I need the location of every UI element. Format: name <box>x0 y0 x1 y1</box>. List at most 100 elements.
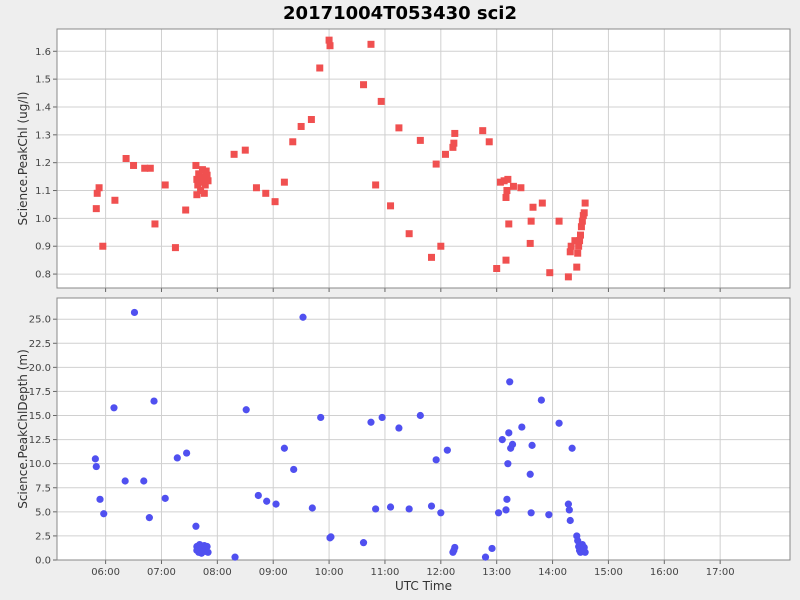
data-point <box>432 456 440 464</box>
data-point <box>92 205 100 213</box>
data-point <box>451 543 459 552</box>
data-point <box>141 164 149 172</box>
data-point <box>359 539 368 547</box>
data-point <box>387 202 395 210</box>
data-point <box>529 203 537 211</box>
data-point <box>289 138 297 146</box>
data-point <box>555 419 563 427</box>
data-point <box>505 220 513 228</box>
data-point <box>481 553 490 561</box>
data-point <box>161 181 169 189</box>
data-point <box>503 495 511 503</box>
y-tick-label: 1.4 <box>35 102 51 113</box>
data-point <box>297 122 305 130</box>
data-point <box>509 182 517 190</box>
data-point <box>518 423 526 431</box>
data-point <box>537 396 545 404</box>
data-point <box>504 175 512 183</box>
data-point <box>571 237 579 245</box>
data-point <box>272 500 280 508</box>
y-tick-label: 1.3 <box>35 130 51 141</box>
data-point <box>502 506 510 514</box>
data-point <box>378 413 386 422</box>
y-axis-label: Science.PeakChlDepth (m) <box>16 349 30 509</box>
plot-area <box>57 29 790 288</box>
data-point <box>316 64 324 72</box>
data-point <box>326 42 334 50</box>
y-tick-label: 0.8 <box>35 270 51 281</box>
y-tick-label: 2.5 <box>35 531 51 542</box>
data-point <box>196 178 204 186</box>
data-point <box>578 217 586 225</box>
data-point <box>505 429 513 437</box>
data-point <box>199 175 207 183</box>
data-point <box>493 265 501 273</box>
chl-panel: 0.8 0.9 1.0 1.1 1.2 1.3 1.4 1.5 1.6 Science.PeakC… <box>16 28 791 292</box>
data-point <box>92 462 100 471</box>
data-point <box>182 206 190 214</box>
data-point <box>506 378 514 386</box>
data-point <box>262 189 270 197</box>
data-point <box>171 244 179 252</box>
data-point <box>130 308 139 317</box>
data-point <box>517 184 525 192</box>
data-point <box>488 544 496 553</box>
data-point <box>203 542 211 551</box>
data-point <box>121 477 129 485</box>
data-point <box>146 164 154 172</box>
plot-area <box>57 298 790 560</box>
data-point <box>110 404 118 412</box>
data-point <box>161 494 169 502</box>
y-tick-label: 1.1 <box>35 186 51 197</box>
data-point <box>200 189 208 197</box>
data-point <box>494 509 503 517</box>
x-tick-label: 10:00 <box>315 567 344 578</box>
data-point <box>498 435 506 444</box>
depth-panel: 0.0 2.5 5.0 7.5 10.0 12.5 15.0 17.5 20.0 22.5 25.0… <box>16 297 791 593</box>
y-tick-label: 12.5 <box>29 435 51 446</box>
y-tick-label: 0.0 <box>35 556 51 567</box>
data-point <box>360 81 368 89</box>
data-point <box>443 446 451 454</box>
x-tick-label: 12:00 <box>426 567 455 578</box>
data-point <box>450 139 458 147</box>
data-point <box>527 217 535 225</box>
y-tick-label: 17.5 <box>29 387 51 398</box>
data-point <box>308 504 316 512</box>
data-point <box>254 491 262 500</box>
data-point <box>100 510 108 518</box>
data-point <box>372 181 380 189</box>
x-tick-label: 13:00 <box>482 567 511 578</box>
data-point <box>581 199 589 207</box>
data-point <box>192 522 200 530</box>
data-point <box>451 129 459 137</box>
data-point <box>290 465 298 474</box>
y-tick-label: 20.0 <box>29 363 51 374</box>
data-point <box>173 454 181 462</box>
data-point <box>437 509 445 517</box>
data-point <box>299 313 307 321</box>
plot-border <box>56 28 791 289</box>
data-point <box>241 146 249 154</box>
x-tick-label: 14:00 <box>538 567 567 578</box>
x-tick-label: 09:00 <box>259 567 288 578</box>
data-point <box>151 220 159 228</box>
data-point <box>201 181 209 189</box>
data-point <box>252 184 260 192</box>
data-point <box>386 503 395 511</box>
data-point <box>193 191 201 199</box>
data-point <box>580 209 588 217</box>
data-point <box>538 199 546 207</box>
data-point <box>372 505 380 513</box>
y-tick-label: 1.0 <box>35 214 51 225</box>
data-point <box>577 223 585 231</box>
plot-border <box>56 297 791 561</box>
data-point <box>416 411 424 420</box>
data-point <box>496 178 504 186</box>
data-point <box>581 548 589 556</box>
data-point <box>500 177 508 185</box>
data-point <box>307 116 315 124</box>
data-point <box>263 497 271 505</box>
data-point <box>395 424 403 432</box>
